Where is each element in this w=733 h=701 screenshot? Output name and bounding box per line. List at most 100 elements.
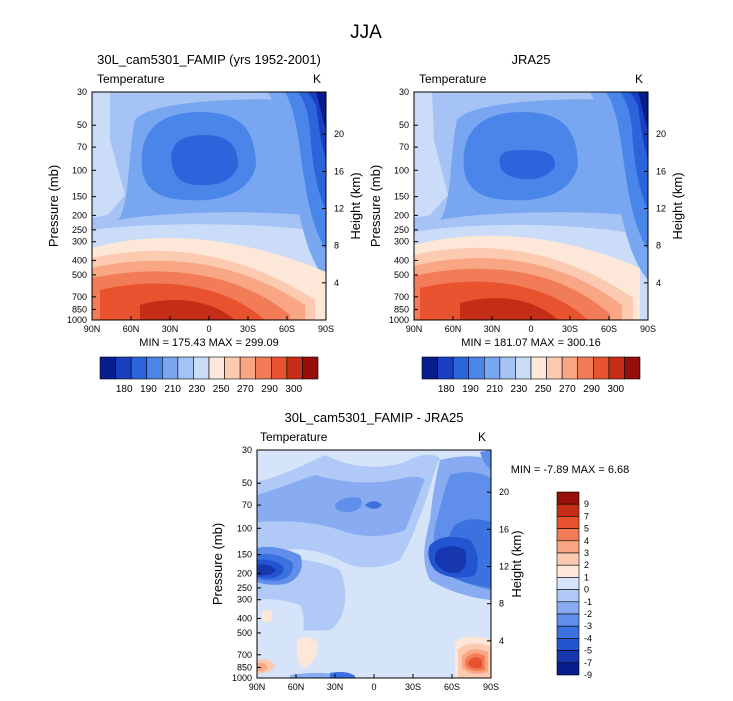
axes: 90N 60N 30N 0 30S 60S 90S 30 50 70 100 150 200 250 300… <box>67 87 344 334</box>
colorbar-label: 270 <box>559 384 576 395</box>
x-tick-label: 90S <box>318 324 334 334</box>
colorbar-label: 250 <box>535 384 552 395</box>
colorbar-swatch <box>556 625 580 639</box>
x-tick-label: 60N <box>445 324 462 334</box>
height-tick-label: 12 <box>499 562 509 572</box>
x-tick-label: 0 <box>206 324 211 334</box>
x-tick-label: 30S <box>240 324 256 334</box>
contour-field <box>257 450 491 678</box>
y-tick-label: 200 <box>394 210 409 220</box>
colorbar-swatch <box>556 650 580 664</box>
colorbar-label: 290 <box>261 384 278 395</box>
min-max-text: MIN = 175.43 MAX = 299.09 <box>139 337 278 349</box>
height-tick-label: 20 <box>656 129 666 139</box>
height-tick-label: 12 <box>656 204 666 214</box>
colorbar-swatch <box>556 577 580 590</box>
colorbar-swatch <box>239 356 257 380</box>
colorbar: 9 7 5 4 3 2 1 0 -1 -2 -3 -4 -5 -7 -9 <box>556 491 592 680</box>
colorbar-label: 7 <box>584 511 589 521</box>
colorbar-swatch <box>146 356 163 380</box>
x-tick-label: 90N <box>249 682 266 692</box>
y-tick-label: 150 <box>72 192 87 202</box>
min-max-text: MIN = -7.89 MAX = 6.68 <box>511 464 630 476</box>
height-tick-label: 8 <box>499 599 504 609</box>
y-tick-label: 700 <box>237 650 252 660</box>
variable-label: Temperature <box>419 72 487 86</box>
y-tick-label: 50 <box>77 120 87 130</box>
colorbar-swatch <box>608 356 625 380</box>
variable-label: Temperature <box>97 72 165 86</box>
y-tick-label: 30 <box>242 445 252 455</box>
colorbar-label: 1 <box>584 572 589 582</box>
height-tick-label: 16 <box>334 166 344 176</box>
y-tick-label: 150 <box>394 192 409 202</box>
colorbar-swatch <box>468 356 485 380</box>
x-tick-label: 90S <box>640 324 656 334</box>
colorbar-label: 190 <box>462 384 479 395</box>
colorbar-swatch <box>193 356 210 380</box>
colorbar-label: 250 <box>213 384 230 395</box>
colorbar-swatch <box>624 356 641 380</box>
colorbar-swatch <box>556 516 580 529</box>
height-tick-label: 4 <box>334 278 339 288</box>
y-tick-label: 30 <box>399 87 409 97</box>
unit-label: K <box>635 72 643 86</box>
y-tick-label: 150 <box>237 550 252 560</box>
colorbar-label: 210 <box>486 384 503 395</box>
colorbar-label: 290 <box>583 384 600 395</box>
colorbar-swatch <box>556 552 580 566</box>
y-tick-label: 100 <box>237 523 252 533</box>
y-tick-label: 300 <box>394 237 409 247</box>
panel-difference: 30L_cam5301_FAMIP - JRA25 Temperature K <box>210 410 629 692</box>
colorbar-swatch <box>499 356 516 380</box>
height-tick-label: 4 <box>499 636 504 646</box>
y-tick-label: 850 <box>237 662 252 672</box>
colorbar-label: 180 <box>438 384 455 395</box>
colorbar-label: 2 <box>584 560 589 570</box>
colorbar-label: 230 <box>511 384 528 395</box>
y-tick-label: 50 <box>399 120 409 130</box>
x-tick-label: 60N <box>288 682 305 692</box>
y-tick-label: 1000 <box>232 673 252 683</box>
colorbar-swatch <box>208 356 225 380</box>
x-tick-label: 0 <box>528 324 533 334</box>
y-tick-label: 70 <box>77 142 87 152</box>
y-tick-label: 50 <box>242 478 252 488</box>
y-tick-label: 500 <box>237 628 252 638</box>
y-tick-label: 200 <box>72 210 87 220</box>
colorbar-label: -5 <box>584 646 592 656</box>
colorbar-label: 300 <box>607 384 624 395</box>
colorbar-swatch <box>130 356 148 380</box>
colorbar-label: -9 <box>584 670 592 680</box>
y-tick-label: 700 <box>394 292 409 302</box>
colorbar-swatch <box>556 503 580 517</box>
colorbar-swatch <box>302 356 319 380</box>
right-axis-label: Height (km) <box>670 172 685 239</box>
panel-title: 30L_cam5301_FAMIP - JRA25 <box>285 410 464 425</box>
height-tick-label: 8 <box>334 241 339 251</box>
colorbar-swatch <box>255 356 272 380</box>
x-tick-label: 90S <box>483 682 499 692</box>
colorbar-swatch <box>530 356 547 380</box>
colorbar-label: 270 <box>237 384 254 395</box>
colorbar-label: 300 <box>285 384 302 395</box>
y-tick-label: 500 <box>72 270 87 280</box>
colorbar-label: 0 <box>584 585 589 595</box>
height-tick-label: 16 <box>499 524 509 534</box>
colorbar-label: -4 <box>584 633 592 643</box>
colorbar-label: 4 <box>584 536 589 546</box>
colorbar-swatch <box>556 601 580 615</box>
axes: 90N 60N 30N 0 30S 60S 90S 30 50 70 100 150 200 250 300… <box>389 87 666 334</box>
y-axis-label: Pressure (mb) <box>46 165 61 247</box>
colorbar-label: -1 <box>584 597 592 607</box>
height-tick-label: 20 <box>499 487 509 497</box>
colorbar-swatch <box>556 540 580 554</box>
height-tick-label: 8 <box>656 241 661 251</box>
colorbar-label: 5 <box>584 524 589 534</box>
unit-label: K <box>478 430 486 444</box>
y-tick-label: 1000 <box>67 315 87 325</box>
y-tick-label: 250 <box>237 583 252 593</box>
colorbar-label: 190 <box>140 384 157 395</box>
y-tick-label: 100 <box>394 165 409 175</box>
panel-title: 30L_cam5301_FAMIP (yrs 1952-2001) <box>97 52 321 67</box>
